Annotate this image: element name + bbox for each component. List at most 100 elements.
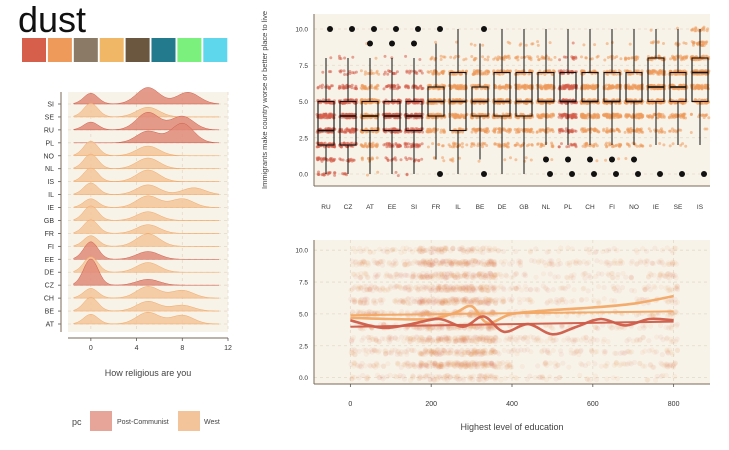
jitter-point [410, 69, 413, 73]
jitter-point [386, 72, 390, 76]
jitter-point [529, 56, 533, 60]
jitter-point [481, 145, 484, 149]
jitter-point [562, 69, 566, 73]
jitter-point [656, 129, 660, 133]
box-outlier [679, 171, 685, 177]
jitter-point [339, 70, 343, 74]
jitter-point [645, 114, 649, 118]
jitter-point [366, 72, 370, 75]
jitter-point [695, 41, 699, 45]
jitter-point [505, 87, 509, 91]
jitter-point [439, 128, 443, 132]
jitter-point [514, 158, 518, 162]
jitter-point [405, 158, 409, 162]
jitter-point [651, 114, 655, 118]
box-outlier [543, 156, 549, 163]
jitter-point [582, 43, 586, 47]
jitter-point [486, 58, 490, 62]
boxplot-y-tick-label: 7.5 [299, 63, 308, 70]
jitter-point [343, 73, 347, 76]
ridge-density-no [73, 140, 220, 157]
jitter-point [426, 145, 430, 149]
jitter-point [316, 85, 320, 89]
jitter-point [323, 141, 327, 145]
jitter-point [429, 129, 433, 133]
jitter-point [545, 98, 549, 101]
jitter-point [328, 115, 332, 119]
jitter-point [365, 87, 368, 91]
jitter-point [470, 55, 474, 58]
figure-title: dust [18, 0, 86, 40]
jitter-point [420, 157, 424, 161]
boxplot-x-tick-label: CZ [344, 204, 353, 211]
jitter-point [345, 173, 348, 177]
jitter-point [667, 116, 671, 120]
jitter-point [389, 85, 393, 88]
jitter-point [509, 156, 512, 160]
jitter-point [584, 56, 588, 60]
jitter-point [535, 130, 539, 134]
jitter-point [662, 143, 666, 147]
jitter-point [592, 115, 596, 119]
jitter-point [583, 145, 587, 149]
jitter-point [684, 116, 688, 120]
jitter-point [479, 87, 483, 91]
jitter-point [683, 55, 687, 59]
jitter-point [504, 55, 508, 59]
jitter-point [451, 159, 455, 163]
jitter-point [703, 101, 707, 105]
jitter-point [394, 170, 398, 174]
jitter-point [350, 83, 354, 87]
jitter-point [328, 171, 332, 174]
jitter-point [470, 130, 474, 134]
jitter-point [616, 128, 620, 132]
jitter-point [574, 56, 578, 60]
jitter-point [568, 87, 572, 91]
ridge-x-tick-label: 8 [180, 345, 184, 352]
ridge-tick-label: FR [45, 231, 54, 238]
jitter-point [529, 84, 532, 88]
jitter-point [613, 56, 617, 60]
ridge-density-at [73, 312, 219, 325]
box-outlier [481, 171, 487, 177]
jitter-point [475, 72, 479, 76]
jitter-point [407, 142, 410, 146]
jitter-point [375, 144, 379, 148]
jitter-point [345, 86, 349, 90]
jitter-point [702, 28, 706, 32]
jitter-point [570, 128, 574, 132]
jitter-point [496, 130, 500, 134]
jitter-point [374, 56, 378, 60]
jitter-point [557, 145, 561, 149]
jitter-point [595, 144, 599, 148]
jitter-point [470, 116, 474, 120]
jitter-point [630, 56, 634, 60]
jitter-point [585, 113, 589, 117]
palette-swatch-2 [47, 38, 72, 62]
jitter-point [442, 159, 446, 163]
box-outlier [569, 171, 575, 177]
jitter-point [350, 86, 354, 90]
jitter-point [530, 143, 534, 147]
jitter-point [504, 129, 508, 133]
boxplot-y-tick-label: 5.0 [299, 99, 308, 106]
jitter-point [694, 86, 698, 90]
jitter-point [373, 98, 377, 102]
jitter-point [448, 158, 452, 162]
jitter-point [630, 87, 634, 91]
jitter-point [699, 84, 703, 88]
jitter-point [441, 144, 444, 148]
jitter-point [635, 113, 639, 117]
jitter-point [618, 113, 622, 117]
jitter-point [571, 57, 575, 60]
palette-swatch-8 [203, 38, 228, 62]
jitter-point [351, 55, 355, 59]
jitter-point [431, 142, 435, 146]
jitter-point [541, 128, 545, 132]
jitter-point [351, 127, 355, 131]
jitter-point [540, 84, 544, 88]
jitter-point [327, 70, 331, 74]
jitter-point [346, 141, 350, 145]
ridge-x-tick-label: 4 [135, 345, 139, 352]
jitter-point [505, 83, 508, 87]
